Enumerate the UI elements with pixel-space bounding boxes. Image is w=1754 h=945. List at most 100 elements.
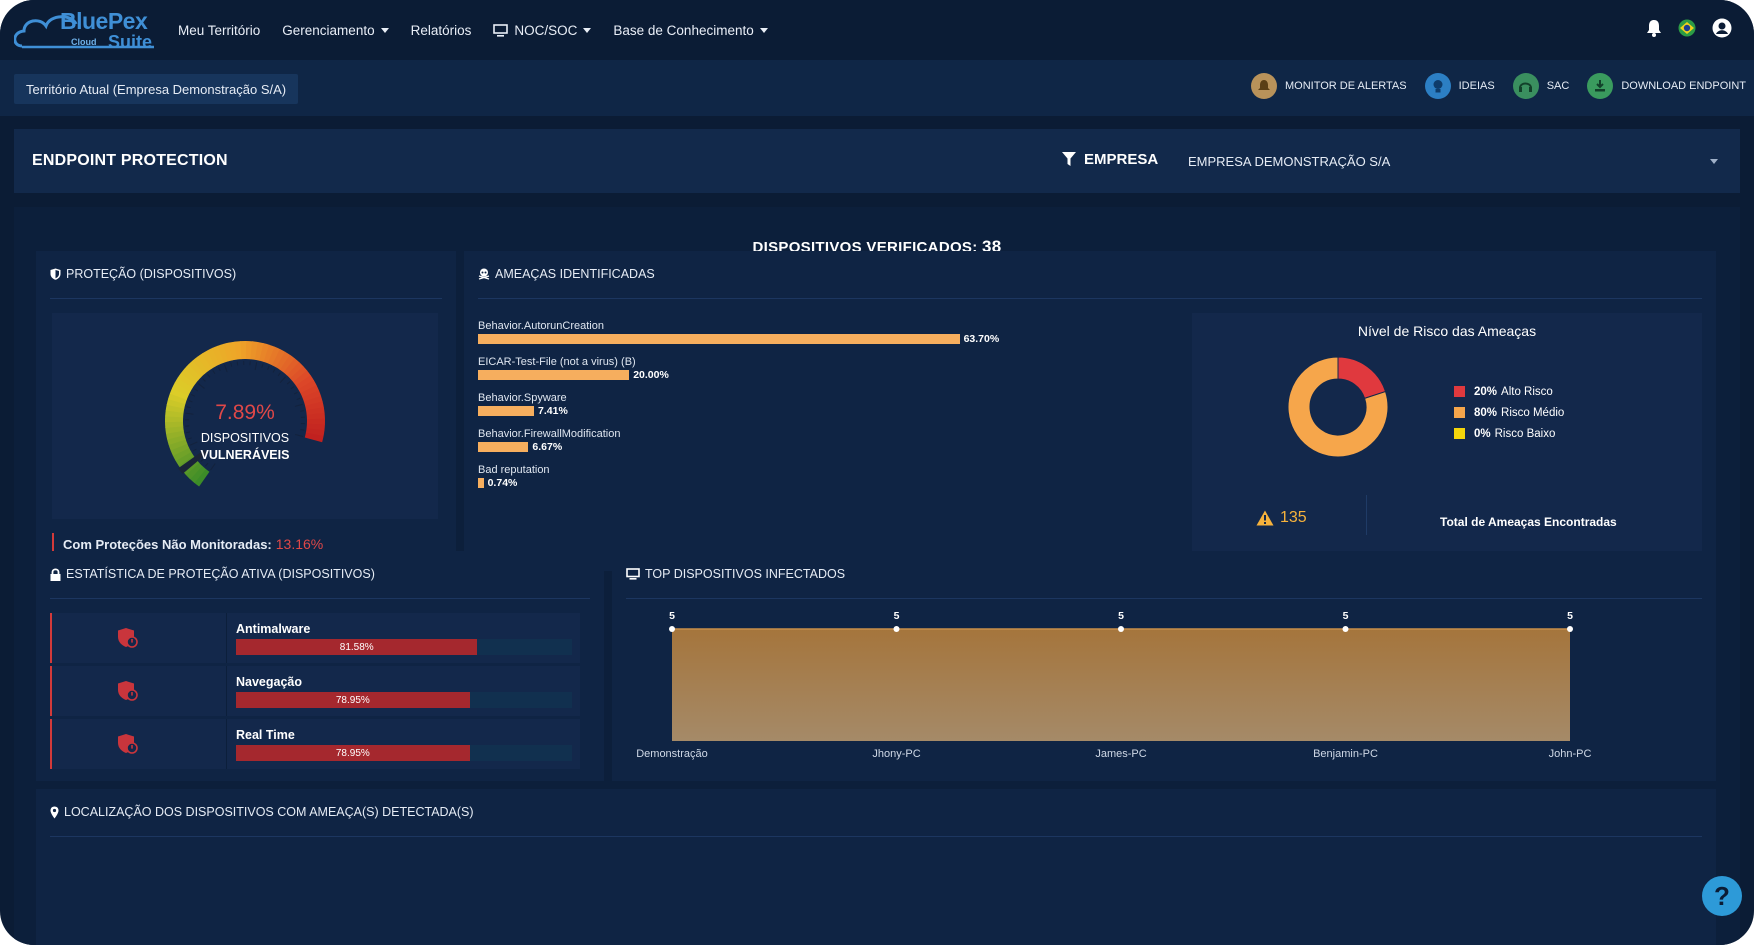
legend-text: 20% Alto Risco	[1474, 385, 1553, 398]
navbar-right	[1646, 18, 1732, 38]
nav-meu-territorio[interactable]: Meu Território	[178, 23, 260, 38]
endpoint-header: ENDPOINT PROTECTION EMPRESA EMPRESA DEMO…	[14, 129, 1740, 193]
sac-link[interactable]: SAC	[1512, 73, 1570, 99]
gauge-segment	[306, 412, 325, 420]
active-protection-row[interactable]: Real Time 78.95%	[50, 719, 580, 769]
active-protection-title-text: ESTATÍSTICA DE PROTEÇÃO ATIVA (DISPOSITI…	[66, 567, 375, 581]
gauge-segment	[305, 428, 325, 437]
quick-link-label: SAC	[1546, 80, 1570, 92]
gauge-tick	[186, 406, 191, 409]
cloud-logo-icon	[14, 15, 154, 49]
protection-progress-fill: 81.58%	[236, 639, 478, 655]
gauge-segment	[174, 377, 193, 392]
donut-slice[interactable]	[1337, 356, 1387, 399]
gauge-tick	[210, 463, 216, 471]
data-point[interactable]	[1567, 626, 1573, 632]
gauge-segment	[290, 366, 308, 383]
threat-name: Bad reputation	[478, 464, 550, 476]
gauge-tick	[189, 441, 198, 446]
quick-link-label: IDEIAS	[1458, 80, 1495, 92]
threat-bar[interactable]	[478, 370, 630, 380]
gauge-segment	[267, 346, 281, 366]
divider	[50, 598, 590, 599]
threats-total: 135	[1256, 509, 1307, 527]
quick-link-label: DOWNLOAD ENDPOINT	[1621, 80, 1746, 92]
nav-gerenciamento[interactable]: Gerenciamento	[282, 23, 389, 38]
nav-noc-soc[interactable]: NOC/SOC	[493, 23, 592, 38]
nav-relatorios[interactable]: Relatórios	[411, 23, 472, 38]
threat-bar[interactable]	[478, 334, 960, 344]
gauge-segment	[192, 356, 209, 375]
data-label: 5	[1118, 610, 1124, 622]
risk-title: Nível de Risco das Ameaças	[1357, 323, 1537, 339]
legend-item-baixo[interactable]: 0% Risco Baixo	[1454, 423, 1564, 444]
data-label: 5	[1343, 610, 1349, 622]
threats-title: AMEAÇAS IDENTIFICADAS	[478, 267, 655, 281]
gauge-tick	[186, 431, 191, 434]
unmonitored-label: Com Proteções Não Monitoradas:	[63, 536, 272, 552]
gauge-segment	[298, 379, 317, 394]
threat-percent: 7.41%	[538, 405, 568, 417]
nav-base-conhecimento[interactable]: Base de Conhecimento	[613, 23, 768, 38]
page-title: ENDPOINT PROTECTION	[32, 152, 228, 169]
gauge-segment	[300, 385, 320, 398]
logo-brand: BluePex	[60, 8, 148, 34]
gauge-tick	[200, 458, 205, 462]
legend-swatch	[1454, 428, 1465, 439]
divider	[626, 598, 1702, 599]
protection-name: Real Time	[236, 728, 295, 742]
top-infected-panel: TOP DISPOSITIVOS INFECTADOS 5 Demonstraçã…	[612, 551, 1716, 781]
bluepex-logo[interactable]: BluePex Cloud Suite	[14, 6, 164, 54]
brazil-flag-icon[interactable]	[1678, 19, 1696, 37]
threat-percent: 0.74%	[487, 477, 518, 489]
gauge-tick	[224, 364, 228, 373]
data-point[interactable]	[669, 626, 675, 632]
gauge-segment	[167, 434, 186, 446]
data-point[interactable]	[1342, 626, 1349, 632]
gauge-segment	[168, 393, 187, 405]
gauge-tick	[294, 403, 303, 407]
legend-item-medio[interactable]: 80% Risco Médio	[1454, 402, 1564, 423]
donut-slice[interactable]	[1287, 356, 1389, 458]
download-endpoint-link[interactable]: DOWNLOAD ENDPOINT	[1587, 73, 1746, 99]
quick-link-label: MONITOR DE ALERTAS	[1284, 80, 1407, 92]
ideias-link[interactable]: IDEIAS	[1424, 73, 1495, 99]
threat-bar[interactable]	[478, 406, 535, 416]
help-button[interactable]: ?	[1702, 876, 1742, 916]
protection-progress: 78.95%	[236, 692, 572, 708]
monitor-alertas-link[interactable]: MONITOR DE ALERTAS	[1250, 73, 1407, 99]
warning-icon	[1256, 510, 1274, 526]
location-title-text: LOCALIZAÇÃO DOS DISPOSITIVOS COM AMEAÇA(…	[64, 805, 474, 819]
gauge-tick	[254, 362, 258, 371]
bell-icon[interactable]	[1646, 19, 1662, 37]
data-point[interactable]	[893, 626, 900, 632]
threat-bar[interactable]	[478, 442, 529, 452]
gauge-segment	[212, 345, 225, 365]
gauge-segment	[283, 358, 300, 376]
threats-total-value: 135	[1280, 509, 1307, 526]
gauge-tick	[290, 386, 295, 390]
gauge-segment	[194, 468, 210, 487]
gauge-tick	[286, 381, 291, 385]
gauge-tick	[267, 365, 270, 370]
threat-name: Behavior.Spyware	[478, 392, 567, 404]
legend-item-alto[interactable]: 20% Alto Risco	[1454, 381, 1564, 402]
current-territory[interactable]: Território Atual (Empresa Demonstração S…	[14, 74, 299, 104]
active-protection-row[interactable]: Navegação 78.95%	[50, 666, 580, 716]
gauge-segment	[177, 372, 196, 388]
filter-icon	[1062, 152, 1076, 166]
x-tick-label: Demonstração	[636, 748, 708, 760]
gauge-segment	[185, 462, 203, 480]
gauge-segment	[207, 347, 221, 367]
gauge-tick	[272, 368, 276, 373]
data-point[interactable]	[1118, 626, 1124, 632]
protection-progress-fill: 78.95%	[236, 745, 470, 761]
protection-percent: 81.58%	[339, 641, 374, 653]
threat-bar[interactable]	[478, 478, 484, 488]
company-select[interactable]: EMPRESA DEMONSTRAÇÃO S/A	[1188, 143, 1728, 179]
user-icon[interactable]	[1712, 18, 1732, 38]
gauge-segment	[272, 348, 286, 368]
active-protection-row[interactable]: Antimalware 81.58%	[50, 613, 580, 663]
map-pin-icon	[50, 806, 59, 818]
chevron-down-icon	[583, 27, 592, 33]
